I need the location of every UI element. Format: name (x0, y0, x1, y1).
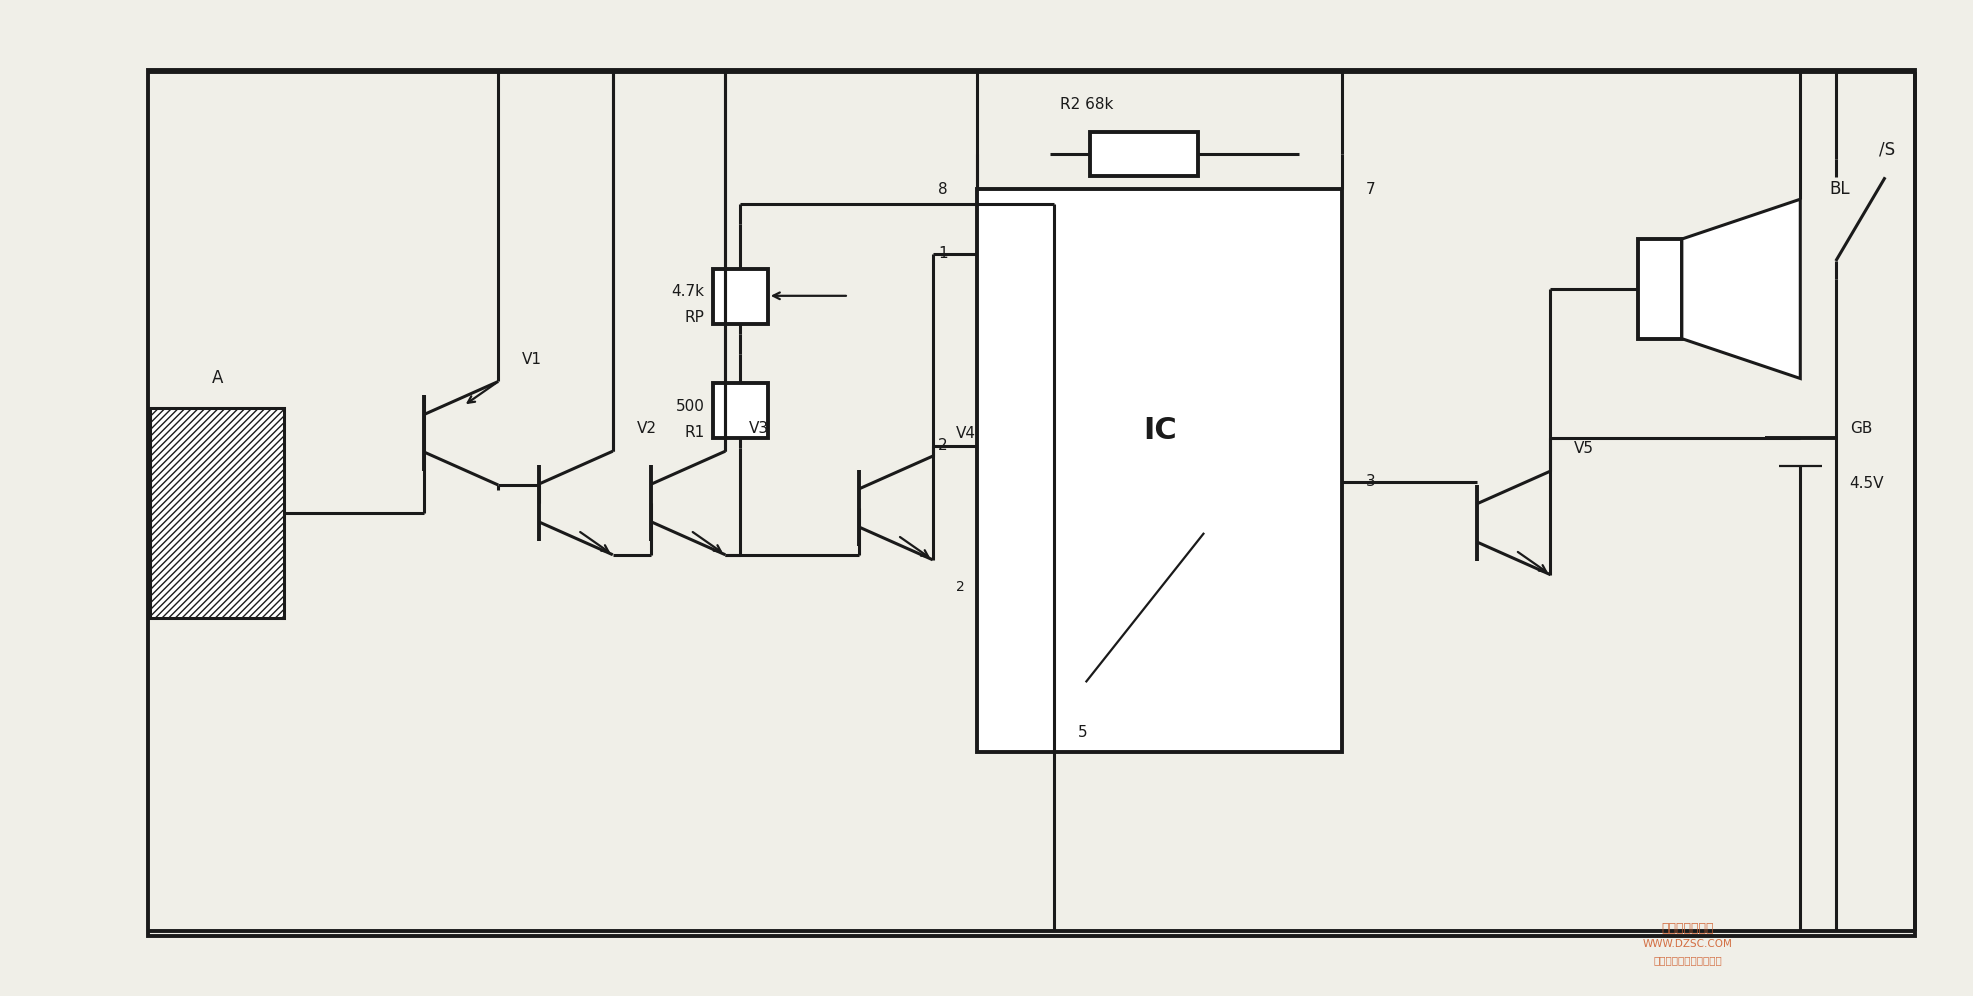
Text: 4.7k: 4.7k (671, 284, 704, 300)
Text: WWW.DZSC.COM: WWW.DZSC.COM (1642, 939, 1732, 949)
Text: RP: RP (685, 310, 704, 326)
Text: V2: V2 (635, 421, 657, 436)
Text: V4: V4 (955, 426, 977, 441)
Bar (1638, 239, 1681, 339)
Bar (977, 189, 1342, 752)
Text: 专业电子元器件交易网站: 专业电子元器件交易网站 (1653, 955, 1720, 965)
Text: 4.5V: 4.5V (1849, 475, 1882, 491)
Text: R1: R1 (685, 424, 704, 440)
Text: /S: /S (1878, 140, 1894, 158)
Text: V3: V3 (748, 421, 769, 436)
Bar (150, 408, 284, 618)
Text: 2: 2 (937, 438, 947, 453)
Text: IC: IC (1142, 416, 1176, 445)
Polygon shape (1681, 199, 1799, 378)
Text: 3: 3 (1365, 474, 1375, 489)
Text: V1: V1 (521, 352, 543, 367)
Text: 1: 1 (937, 246, 947, 262)
Text: V5: V5 (1572, 441, 1594, 456)
Bar (1089, 132, 1198, 176)
Bar (148, 70, 1914, 936)
Text: 2: 2 (955, 580, 965, 594)
Text: R2 68k: R2 68k (1060, 97, 1113, 113)
Bar (712, 383, 767, 438)
Text: A: A (211, 370, 223, 387)
Text: 8: 8 (937, 181, 947, 197)
Text: 500: 500 (675, 398, 704, 414)
Text: GB: GB (1849, 420, 1870, 436)
Text: 维库电子市场网: 维库电子市场网 (1661, 921, 1713, 935)
Text: BL: BL (1829, 180, 1849, 198)
Text: 7: 7 (1365, 181, 1375, 197)
Text: 5: 5 (1077, 724, 1087, 740)
Bar (712, 269, 767, 324)
